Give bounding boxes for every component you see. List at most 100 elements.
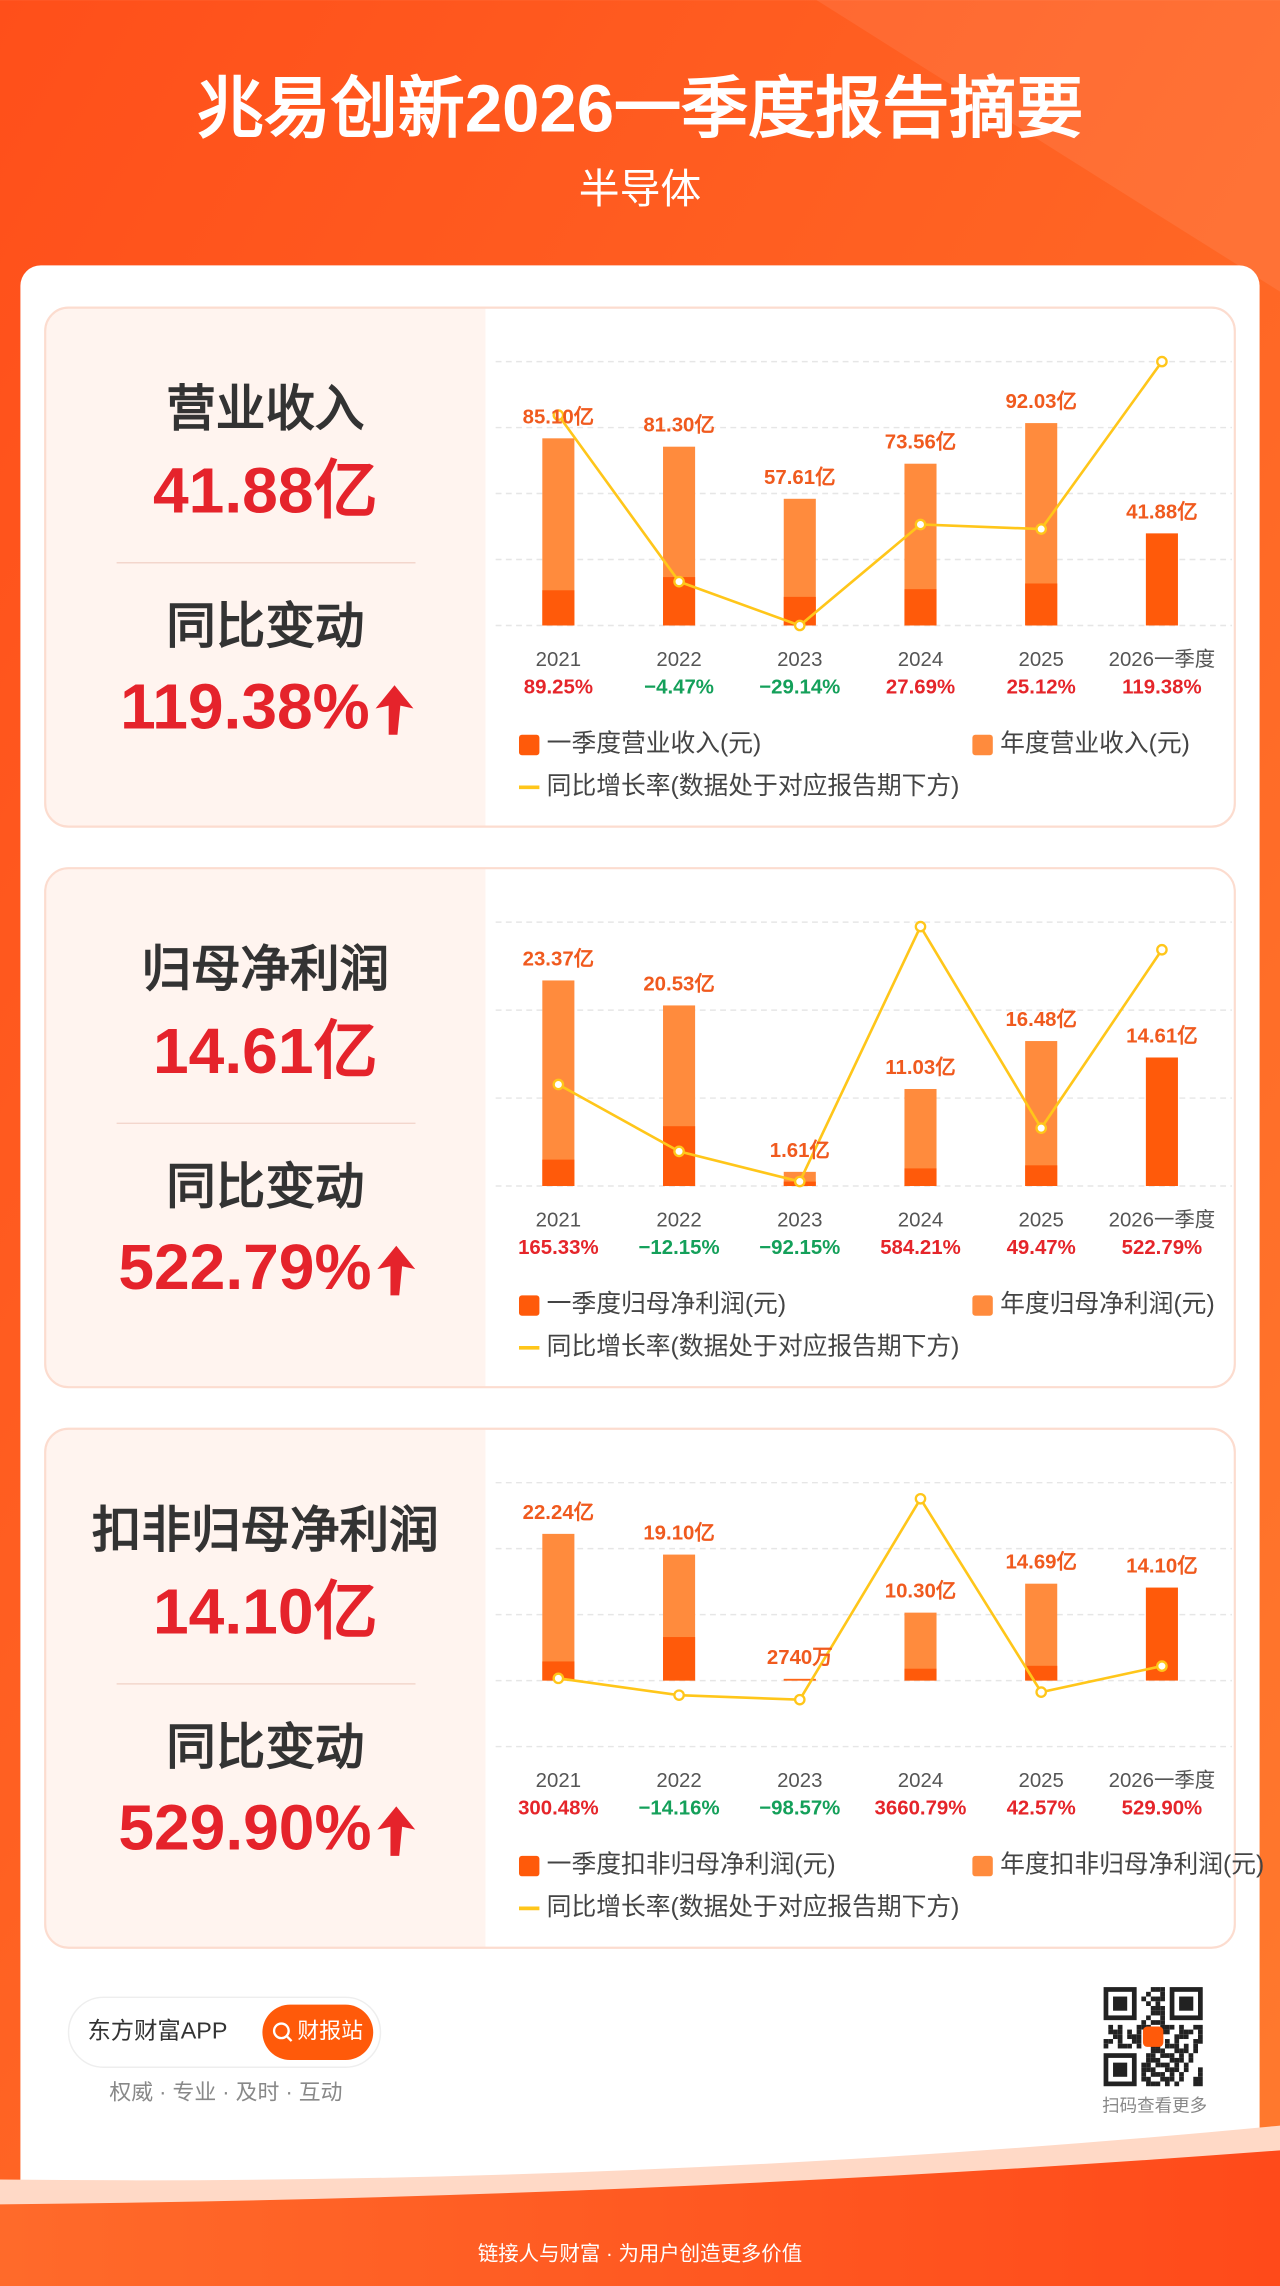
qr-cell [1198,2072,1203,2077]
qr-cell [1141,1996,1147,2002]
bar [1025,1583,1058,1681]
qr-cell [1179,2057,1184,2063]
bar-label: 16.48亿 [1005,1007,1076,1031]
qr-cell [1198,2024,1203,2030]
qr-cell [1174,2034,1180,2040]
bar-label: 73.56亿 [885,430,956,454]
bar [1145,1057,1178,1187]
change-label: 同比变动 [166,1158,364,1214]
legend-label: 年度归母净利润(元) [1000,1290,1215,1318]
qr-cell [1146,2062,1151,2068]
bar-label: 11.03亿 [885,1055,955,1079]
legend-label: 同比增长率(数据处于对应报告期下方) [547,1893,960,1921]
qr-cell [1155,2081,1161,2087]
qr-cell [1146,1991,1151,1997]
qr-cell [1103,2039,1109,2044]
change-label: 同比变动 [166,598,364,654]
qr-cell [1160,2062,1165,2068]
legend-swatch [518,734,540,756]
search-button[interactable] [262,2004,374,2060]
qr-cell [1179,2029,1184,2035]
qr-cell [1198,2076,1203,2082]
qr-cell [1160,1996,1165,2002]
decoration [816,0,1280,292]
qr-cell [1127,2034,1132,2040]
growth-label: 165.33% [518,1237,599,1259]
qr-cell [1113,2034,1118,2040]
growth-point [1035,1686,1048,1698]
qr-cell [1127,2043,1132,2049]
qr-cell [1155,1987,1161,1992]
qr-finder [1113,2062,1128,2077]
qr-cell [1174,2081,1180,2087]
qr-cell [1150,2005,1156,2011]
x-tick-label: 2026一季度 [1109,1769,1216,1792]
growth-label: −92.15% [759,1237,840,1259]
x-tick-label: 2023 [777,1209,822,1231]
growth-label: −14.16% [639,1798,720,1820]
x-tick-label: 2022 [656,1770,701,1792]
qr-cell [1164,2067,1170,2073]
qr-cell [1136,2024,1142,2030]
qr-cell [1136,2034,1142,2040]
legend-label: 一季度营业收入(元) [547,730,762,758]
qr-finder [1179,1996,1194,2011]
bar-label: 81.30亿 [643,413,714,437]
qr-cell [1117,2043,1123,2049]
qr-cell [1146,2057,1151,2063]
app-name: 东方财富APP [87,2017,227,2043]
bar [542,1661,575,1681]
qr-cell [1198,2029,1203,2035]
qr-cell [1193,2039,1199,2044]
slogan: 权威 · 专业 · 及时 · 互动 [109,2079,342,2104]
x-tick-label: 2026一季度 [1109,1208,1216,1231]
growth-label: 529.90% [1122,1798,1203,1820]
qr-cell [1179,2072,1184,2077]
search-button-label[interactable]: 财报站 [297,2018,363,2043]
qr-cell [1160,2015,1165,2021]
qr-cell [1160,2048,1165,2054]
bar [904,1668,937,1681]
qr-cell [1155,2072,1161,2077]
bar-label: 85.10亿 [523,404,594,428]
qr-caption: 扫码查看更多 [1102,2095,1207,2115]
qr-cell [1174,2048,1180,2054]
qr-cell [1188,2029,1194,2035]
qr-cell [1160,1987,1165,1992]
search-icon [286,2035,293,2042]
bar [542,1159,575,1187]
growth-label: −98.57% [759,1798,840,1820]
up-arrow [377,1245,416,1296]
qr-cell [1164,2081,1170,2087]
change-label: 同比变动 [166,1719,364,1775]
qr-cell [1164,2053,1170,2058]
qr-cell [1169,2053,1175,2058]
bar [542,590,575,626]
qr-cell [1193,2024,1199,2030]
qr-cell [1146,2015,1151,2021]
qr-cell [1183,2067,1189,2073]
bar-label: 41.88亿 [1126,499,1197,523]
qr-cell [1150,2010,1156,2016]
panel-border [44,306,1236,828]
panel-border [44,1427,1236,1949]
legend-swatch [518,1295,540,1316]
qr-cell [1183,2043,1189,2049]
bar [783,1679,816,1681]
bar [663,1637,696,1681]
bar-label: 10.30亿 [885,1579,956,1603]
bar-label: 14.10亿 [1126,1554,1197,1578]
page-subtitle: 半导体 [579,166,701,212]
qr-cell [1136,2039,1142,2044]
growth-label: −12.15% [639,1237,720,1259]
panel-border [44,867,1236,1389]
qr-cell [1155,2062,1161,2068]
bar [904,1168,937,1187]
qr-cell [1136,2029,1142,2035]
bar-label: 14.61亿 [1126,1023,1197,1047]
qr-cell [1179,2034,1184,2040]
up-arrow [377,1806,416,1856]
x-tick-label: 2021 [536,1770,581,1792]
x-tick-label: 2023 [777,649,822,671]
growth-label: 300.48% [518,1798,599,1820]
